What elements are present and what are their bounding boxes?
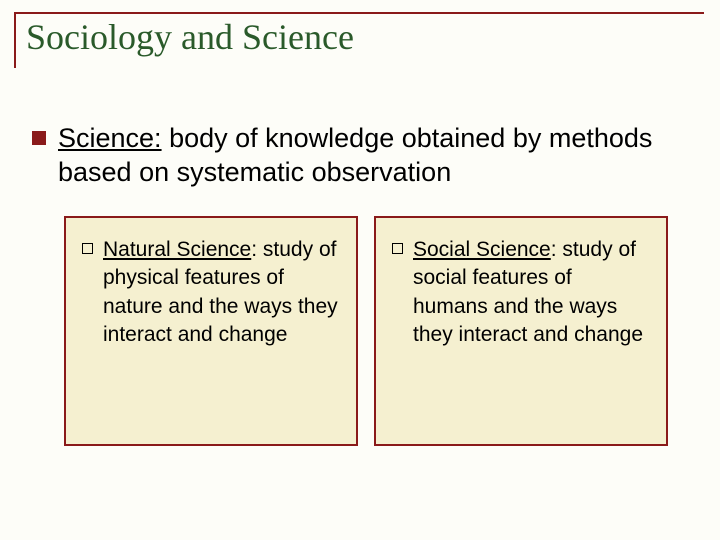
bullet-hollow-square-icon (82, 243, 93, 254)
main-bullet-heading: Science: (58, 123, 162, 153)
sub-bullet-heading: Social Science (413, 238, 551, 261)
sub-bullet-text: Social Science: study of social features… (413, 236, 650, 349)
sub-bullet-heading: Natural Science (103, 238, 251, 261)
content-box-right: Social Science: study of social features… (374, 216, 668, 446)
content-box-left: Natural Science: study of physical featu… (64, 216, 358, 446)
main-bullet-row: Science: body of knowledge obtained by m… (32, 122, 692, 190)
bullet-hollow-square-icon (392, 243, 403, 254)
slide-title: Sociology and Science (26, 16, 704, 58)
content-box-row: Natural Science: study of physical featu… (64, 216, 668, 446)
title-block: Sociology and Science (14, 12, 704, 68)
sub-bullet-row: Social Science: study of social features… (392, 236, 650, 349)
bullet-square-icon (32, 131, 46, 145)
sub-bullet-text: Natural Science: study of physical featu… (103, 236, 340, 349)
main-bullet-text: Science: body of knowledge obtained by m… (58, 122, 692, 190)
sub-bullet-row: Natural Science: study of physical featu… (82, 236, 340, 349)
